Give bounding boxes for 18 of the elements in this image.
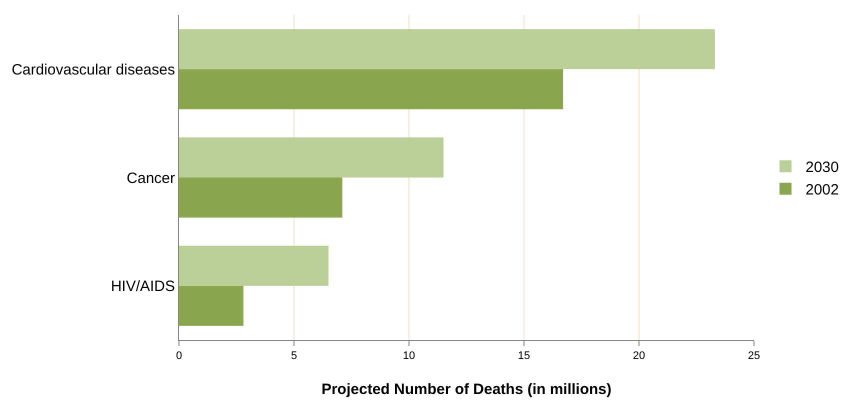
y-tick-label: HIV/AIDS bbox=[110, 278, 175, 296]
y-tick-label: Cardiovascular diseases bbox=[12, 61, 175, 78]
x-tick-label: 25 bbox=[748, 350, 760, 362]
x-tick-label: 5 bbox=[290, 350, 298, 362]
x-tick-label: 15 bbox=[518, 350, 530, 362]
bar bbox=[179, 137, 444, 178]
bar bbox=[179, 69, 564, 110]
x-tick-label: 10 bbox=[402, 350, 416, 362]
legend-label: 2030 bbox=[806, 159, 839, 176]
x-tick-label: 20 bbox=[632, 350, 646, 362]
y-tick-label: Cancer bbox=[126, 170, 175, 187]
bar bbox=[179, 178, 342, 218]
bar bbox=[179, 29, 715, 70]
legend-label: 2002 bbox=[806, 182, 839, 199]
bar bbox=[179, 246, 328, 286]
bar bbox=[179, 286, 244, 326]
x-tick-label: 0 bbox=[176, 350, 182, 362]
x-axis-title: Projected Number of Deaths (in millions) bbox=[321, 381, 612, 398]
